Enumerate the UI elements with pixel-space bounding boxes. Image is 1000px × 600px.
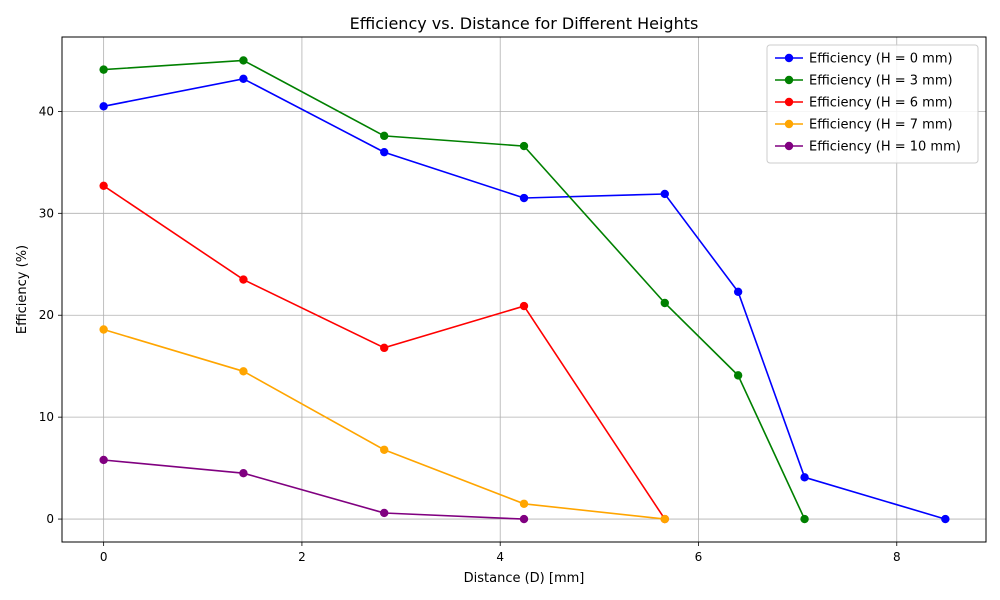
data-point (380, 131, 389, 141)
data-point (239, 469, 248, 478)
legend-marker (784, 53, 794, 63)
series-h4 (99, 455, 529, 524)
x-tick-label: 6 (695, 550, 703, 564)
series-h0 (99, 74, 950, 524)
y-axis-label: Efficiency (%) (15, 245, 30, 334)
data-point (380, 445, 389, 454)
x-tick-label: 8 (893, 550, 901, 564)
data-point (519, 499, 529, 508)
y-tick-label: 20 (39, 308, 54, 322)
x-tick-label: 4 (496, 550, 504, 564)
data-point (941, 514, 950, 524)
legend-marker (784, 75, 794, 85)
data-point (380, 343, 389, 353)
data-point (800, 473, 809, 482)
x-axis-label: Distance (D) [mm] (464, 571, 585, 586)
data-point (519, 141, 529, 151)
legend-entry: Efficiency (H = 7 mm) (775, 118, 953, 133)
data-point (99, 181, 108, 190)
plot-frame (61, 36, 987, 543)
legend-label: Efficiency (H = 3 mm) (809, 74, 953, 89)
y-tick-label: 10 (39, 410, 54, 424)
legend-label: Efficiency (H = 7 mm) (809, 118, 953, 133)
y-tick-label: 30 (39, 206, 54, 220)
data-point (99, 455, 108, 465)
data-point (660, 189, 669, 199)
data-point (239, 275, 248, 284)
series-h2 (99, 181, 669, 524)
legend-marker (784, 141, 794, 151)
y-tick-label: 40 (39, 104, 54, 118)
data-point (99, 65, 108, 74)
legend-box (766, 44, 979, 164)
legend-entry: Efficiency (H = 0 mm) (775, 52, 953, 67)
legend: Efficiency (H = 0 mm) Efficiency (H = 3 m… (766, 44, 979, 164)
series-h1 (99, 56, 809, 524)
data-point (733, 287, 743, 296)
data-point (99, 102, 108, 111)
data-point (380, 508, 389, 518)
data-point (733, 371, 743, 380)
legend-label: Efficiency (H = 10 mm) (809, 140, 961, 155)
series-line (103, 459, 525, 520)
legend-marker (784, 97, 794, 107)
data-point (660, 514, 669, 524)
legend-entry: Efficiency (H = 3 mm) (775, 74, 953, 89)
series-layer (99, 56, 950, 524)
x-tick-label: 2 (298, 550, 306, 564)
series-h3 (99, 325, 669, 524)
series-line (103, 77, 946, 520)
x-tick-label: 0 (100, 550, 108, 564)
legend-label: Efficiency (H = 0 mm) (809, 52, 953, 67)
ticks: 0 2 4 6 8 0 10 20 30 40 (39, 104, 901, 564)
legend-entry: Efficiency (H = 10 mm) (775, 140, 961, 155)
chart-title: Efficiency vs. Distance for Different He… (350, 14, 699, 33)
data-point (99, 325, 108, 334)
data-point (660, 298, 669, 308)
legend-label: Efficiency (H = 6 mm) (809, 96, 953, 111)
data-point (800, 514, 809, 524)
legend-marker (784, 119, 794, 129)
data-point (239, 367, 248, 376)
data-point (239, 74, 248, 83)
legend-entry: Efficiency (H = 6 mm) (775, 96, 953, 111)
y-tick-label: 0 (46, 512, 54, 526)
data-point (519, 301, 529, 311)
data-point (519, 514, 529, 524)
data-point (519, 193, 529, 203)
data-point (239, 56, 248, 65)
data-point (380, 147, 389, 157)
